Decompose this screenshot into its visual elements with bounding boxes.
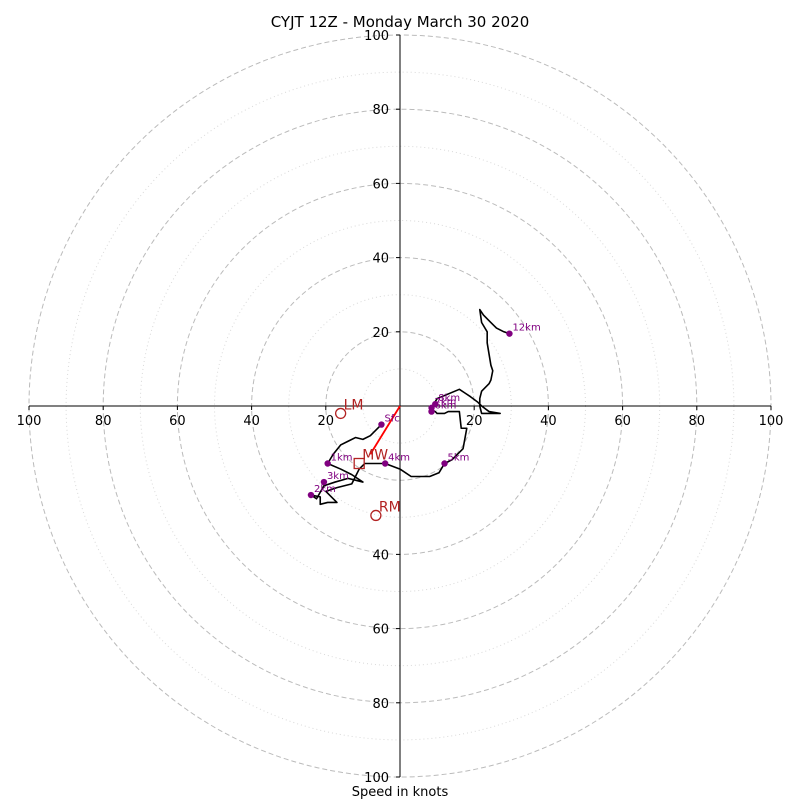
x-tick-label: 20 bbox=[466, 414, 483, 429]
height-label: 5km bbox=[448, 453, 470, 464]
x-tick-label: 20 bbox=[318, 414, 335, 429]
storm-marker-label: RM bbox=[379, 499, 401, 515]
y-tick-label: 40 bbox=[372, 548, 389, 563]
storm-marker-label: MW bbox=[362, 448, 388, 464]
storm-motion-markers: LM RM MW bbox=[334, 397, 401, 522]
height-label: 3km bbox=[327, 471, 349, 482]
y-tick-label: 40 bbox=[372, 252, 389, 267]
y-tick-label: 60 bbox=[372, 623, 389, 638]
storm-motion-marker bbox=[370, 509, 382, 522]
y-tick-label: 60 bbox=[372, 177, 389, 192]
height-point bbox=[441, 460, 448, 467]
height-point bbox=[506, 330, 513, 337]
y-tick-label: 80 bbox=[372, 697, 389, 712]
x-tick-label: 80 bbox=[95, 414, 112, 429]
height-label: 1km bbox=[331, 453, 353, 464]
tick-labels: 100 80 60 40 20 20 40 60 80 100 100 80 60 40 20 40 60 80 1… bbox=[17, 29, 784, 786]
x-tick-label: 100 bbox=[759, 414, 784, 429]
x-tick-label: 80 bbox=[689, 414, 706, 429]
height-label: 12km bbox=[512, 323, 540, 334]
height-label: 8km bbox=[438, 393, 460, 404]
chart-title: CYJT 12Z - Monday March 30 2020 bbox=[271, 13, 530, 31]
x-axis-label: Speed in knots bbox=[352, 785, 449, 800]
height-label: 6km bbox=[435, 401, 457, 412]
height-point bbox=[432, 400, 439, 408]
y-tick-label: 100 bbox=[364, 771, 389, 786]
storm-motion-line bbox=[369, 405, 401, 455]
height-point bbox=[324, 460, 331, 467]
storm-marker-label: LM bbox=[344, 397, 364, 413]
x-tick-label: 60 bbox=[169, 414, 186, 429]
x-tick-label: 40 bbox=[540, 414, 557, 429]
y-tick-label: 20 bbox=[372, 326, 389, 341]
height-label: 7km bbox=[435, 397, 457, 408]
height-label: 2km bbox=[314, 484, 336, 495]
mean-wind-marker bbox=[353, 457, 365, 470]
storm-motion-marker bbox=[334, 407, 347, 420]
height-point bbox=[381, 460, 389, 467]
y-tick-label: 80 bbox=[372, 103, 389, 118]
height-label: 4km bbox=[388, 453, 410, 464]
x-tick-label: 60 bbox=[614, 414, 631, 429]
hodograph-trace bbox=[310, 308, 510, 506]
x-tick-label: 40 bbox=[243, 414, 260, 429]
hodograph-trace-group bbox=[310, 308, 510, 506]
height-point bbox=[307, 491, 315, 499]
x-tick-label: 100 bbox=[17, 414, 42, 429]
height-point bbox=[378, 421, 385, 428]
y-tick-label: 100 bbox=[364, 29, 389, 44]
height-point bbox=[320, 478, 328, 486]
height-label: Sfc bbox=[384, 414, 399, 425]
